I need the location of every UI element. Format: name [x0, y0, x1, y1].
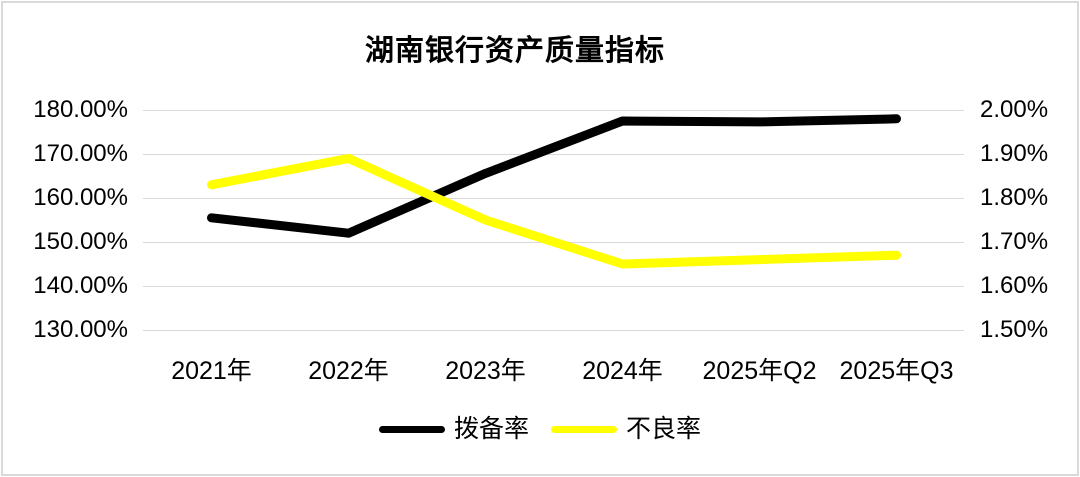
legend-label: 不良率	[626, 415, 702, 443]
right-axis-tick: 2.00%	[980, 96, 1049, 123]
gridline	[143, 286, 964, 287]
legend-item: 拨备率	[378, 415, 529, 443]
left-axis-tick: 150.00%	[33, 228, 128, 255]
gridline	[143, 110, 964, 111]
right-axis-tick: 1.70%	[980, 228, 1049, 255]
legend-item: 不良率	[551, 415, 701, 443]
x-axis-label: 2021年	[171, 357, 252, 385]
x-axis-label: 2022年	[308, 357, 389, 385]
left-axis-tick: 160.00%	[33, 184, 128, 211]
x-axis-label: 2024年	[582, 357, 663, 385]
left-axis-tick: 180.00%	[33, 96, 128, 123]
series-line-拨备率	[207, 114, 901, 238]
legend: 拨备率 不良率	[0, 415, 1080, 443]
gridline	[143, 330, 964, 331]
series-line-不良率	[207, 153, 901, 269]
gridline	[143, 198, 964, 199]
left-axis-tick: 140.00%	[33, 272, 128, 299]
legend-label: 拨备率	[453, 415, 529, 443]
x-axis-label: 2025年Q3	[839, 357, 954, 385]
gridline	[143, 154, 964, 155]
right-axis-tick: 1.80%	[980, 184, 1049, 211]
legend-swatch-icon	[551, 425, 617, 433]
right-axis-tick: 1.60%	[980, 272, 1049, 299]
legend-swatch-icon	[378, 425, 445, 433]
x-axis-label: 2025年Q2	[702, 357, 817, 385]
right-axis-tick: 1.90%	[980, 140, 1049, 167]
chart-title: 湖南银行资产质量指标	[364, 35, 666, 67]
left-axis-tick: 130.00%	[33, 316, 128, 343]
left-axis-tick: 170.00%	[33, 140, 128, 167]
x-axis-label: 2023年	[445, 357, 526, 385]
right-axis-tick: 1.50%	[980, 316, 1049, 343]
